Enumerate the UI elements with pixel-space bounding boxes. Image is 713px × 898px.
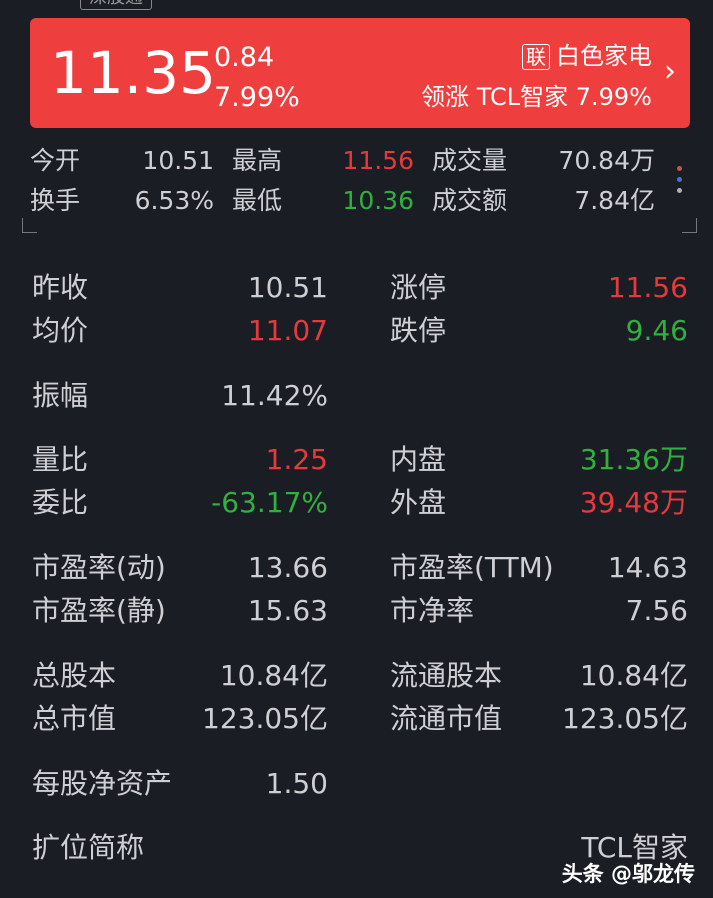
detail-right-value: 9.46: [625, 314, 688, 347]
detail-right-value: 123.05亿: [562, 702, 688, 735]
detail-label: 总市值: [32, 702, 117, 735]
detail-right-value: 14.63: [607, 551, 688, 584]
detail-right-value: TCL智家: [581, 831, 688, 864]
summary-value: 11.56: [342, 146, 414, 175]
detail-label: 量比: [32, 443, 89, 476]
summary-value: 10.51: [142, 146, 214, 175]
chevron-right-icon[interactable]: ›: [664, 54, 676, 89]
sector-info[interactable]: 联白色家电 领涨 TCL智家 7.99%: [421, 36, 652, 117]
sector-badge: 联: [522, 44, 550, 70]
detail-right-label: 跌停: [390, 314, 447, 347]
summary-value: 6.53%: [134, 186, 214, 215]
summary-label: 最高: [232, 146, 283, 175]
detail-right-value: 7.56: [625, 594, 688, 627]
detail-right-label: 市净率: [390, 594, 475, 627]
detail-right-label: 内盘: [390, 443, 447, 476]
detail-right-value: 31.36万: [579, 443, 688, 476]
summary-value: 10.36: [342, 186, 414, 215]
price-change: 0.84 7.99%: [214, 42, 300, 113]
detail-value: 15.63: [247, 594, 328, 627]
summary-label: 最低: [232, 186, 283, 215]
detail-right-value: 11.56: [607, 271, 688, 304]
detail-right-value: 10.84亿: [579, 659, 688, 692]
sector-leader: 领涨 TCL智家 7.99%: [421, 83, 652, 111]
detail-label: 均价: [32, 314, 89, 347]
stock-connect-tag: 深股通: [80, 0, 152, 10]
detail-value: 1.50: [265, 767, 328, 800]
detail-label: 市盈率(静): [32, 594, 166, 627]
summary-label: 今开: [30, 146, 81, 175]
current-price: 11.35: [50, 39, 217, 107]
more-dots-icon[interactable]: [672, 160, 686, 199]
summary-label: 换手: [30, 186, 81, 215]
detail-label: 委比: [32, 486, 89, 519]
summary-value: 7.84亿: [574, 186, 655, 215]
detail-right-label: 市盈率(TTM): [390, 551, 554, 584]
detail-label: 总股本: [32, 659, 117, 692]
detail-value: 123.05亿: [202, 702, 328, 735]
summary-label: 成交额: [432, 186, 508, 215]
watermark: 头条 @邬龙传: [561, 862, 695, 886]
detail-label: 每股净资产: [32, 767, 173, 800]
detail-value: 10.84亿: [219, 659, 328, 692]
detail-right-label: 流通市值: [390, 702, 503, 735]
detail-label: 扩位简称: [32, 831, 145, 864]
detail-label: 昨收: [32, 271, 89, 304]
detail-label: 振幅: [32, 379, 89, 412]
summary-value: 70.84万: [558, 146, 655, 175]
detail-right-label: 外盘: [390, 486, 447, 519]
expand-corner-left[interactable]: [22, 218, 37, 233]
detail-right-value: 39.48万: [579, 486, 688, 519]
summary-label: 成交量: [432, 146, 508, 175]
detail-value: -63.17%: [211, 486, 328, 519]
detail-value: 1.25: [265, 443, 328, 476]
sector-name: 白色家电: [556, 42, 652, 70]
detail-right-label: 涨停: [390, 271, 447, 304]
quote-banner[interactable]: 11.35 0.84 7.99% 联白色家电 领涨 TCL智家 7.99% ›: [30, 18, 690, 128]
detail-label: 市盈率(动): [32, 551, 166, 584]
detail-value: 13.66: [247, 551, 328, 584]
detail-value: 11.07: [247, 314, 328, 347]
expand-corner-right[interactable]: [682, 218, 697, 233]
detail-value: 10.51: [247, 271, 328, 304]
detail-right-label: 流通股本: [390, 659, 503, 692]
detail-value: 11.42%: [221, 379, 328, 412]
